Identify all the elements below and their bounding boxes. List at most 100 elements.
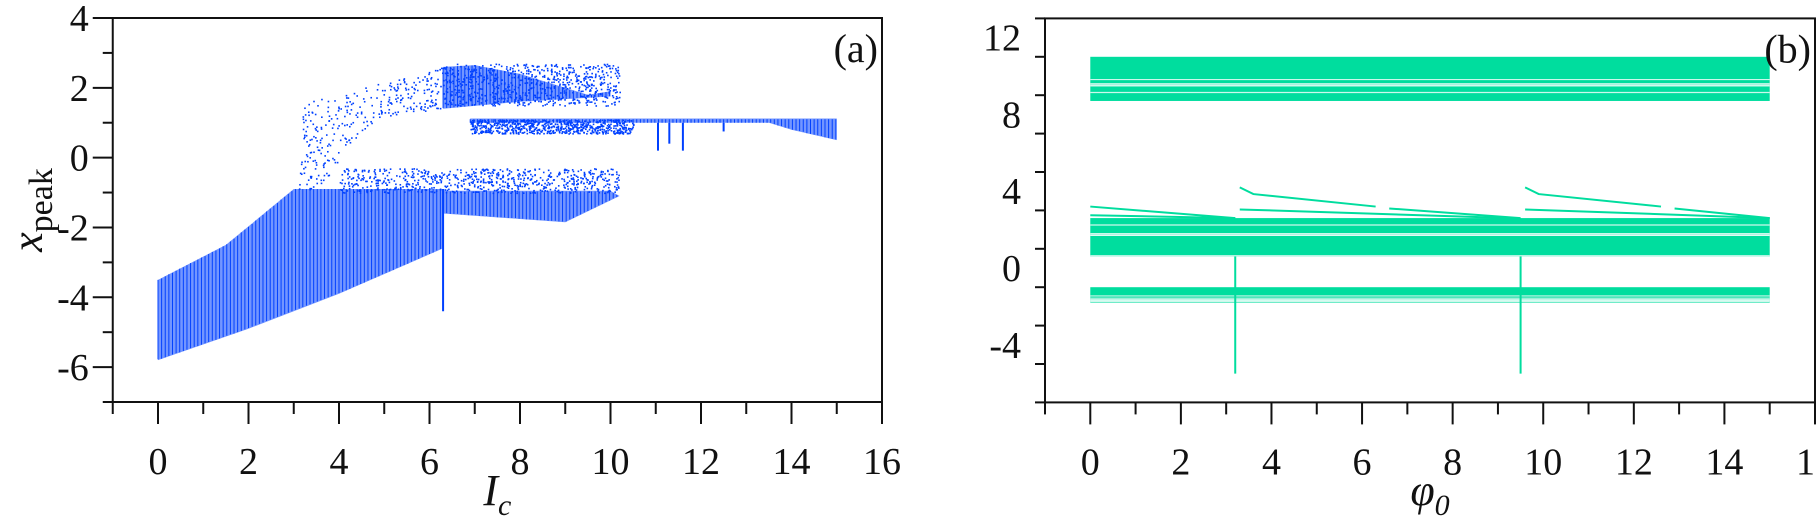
data-point [515,131,518,133]
data-point [377,182,379,184]
data-point [519,128,522,131]
data-point [574,119,577,122]
data-point [552,125,555,128]
data-point [608,126,611,129]
data-point [299,183,301,186]
data-point [566,171,569,174]
data-point [572,102,575,104]
data-point [595,97,597,100]
data-point [558,70,561,73]
data-point [544,122,547,125]
data-point [608,179,610,181]
data-point [563,83,566,86]
data-point [577,127,580,129]
data-point [485,181,487,184]
data-point [522,192,525,194]
data-point [473,76,475,78]
data-point [616,130,619,132]
data-point [436,182,438,185]
data-point [581,177,584,180]
data-point [591,184,594,187]
data-point [420,191,423,193]
data-point [574,186,576,189]
data-point [482,181,485,184]
data-point [306,126,309,128]
data-point [480,67,482,69]
data-point [599,77,602,79]
data-point [583,175,586,178]
data-point [575,189,578,191]
data-point [610,76,612,79]
data-point [594,129,596,132]
data-point [370,185,372,187]
data-point [505,120,508,123]
data-point [517,101,519,104]
data-point [354,168,357,171]
data-point [424,189,427,191]
data-point [612,96,615,99]
data-point [557,81,560,83]
data-point [538,128,541,131]
data-point [423,92,426,95]
data-point [539,189,542,192]
data-point [481,81,483,84]
data-point [464,188,466,190]
data-point [566,169,568,171]
data-point [407,183,410,185]
data-point [430,76,433,79]
data-point [543,132,545,135]
data-point [326,145,329,147]
data-point [499,187,501,189]
data-point [563,92,566,94]
data-point [304,107,306,110]
data-point [609,90,612,92]
data-point [604,101,607,103]
data-point [617,77,619,80]
data-point [583,122,585,125]
data-point [573,180,575,183]
data-point [452,72,454,75]
data-point [350,123,353,126]
data-point [341,122,344,125]
data-point [555,187,557,189]
data-point [586,82,588,85]
data-point [471,87,474,89]
data-point [472,125,474,128]
data-point [491,103,493,106]
data-point [345,97,348,99]
data-point [580,95,582,98]
data-point [320,126,323,129]
data-point [512,131,515,133]
data-point [373,177,375,180]
data-point [358,189,361,191]
data-point [444,189,447,191]
data-point [559,83,561,86]
data-point [327,110,329,113]
data-point [314,168,317,170]
data-point [607,83,609,86]
data-point [393,180,396,182]
data-point [533,189,535,192]
data-point [596,132,599,134]
data-point [565,94,567,96]
data-point [549,94,552,97]
data-point [560,124,563,126]
data-point [590,125,593,128]
data-point [360,179,362,182]
data-point [511,119,513,122]
data-point [587,122,590,124]
data-point [608,91,611,93]
data-point [597,70,600,73]
data-point [607,132,609,134]
data-point [314,127,317,130]
data-point [474,64,476,67]
data-point [372,112,375,114]
data-point [541,179,544,182]
data-point [606,63,609,66]
data-point [480,180,482,183]
x-axis-title-main: I [482,466,500,515]
data-point [405,171,407,174]
data-point [598,68,601,71]
y-axis-title: xpeak [3,168,60,253]
data-point [553,75,556,78]
